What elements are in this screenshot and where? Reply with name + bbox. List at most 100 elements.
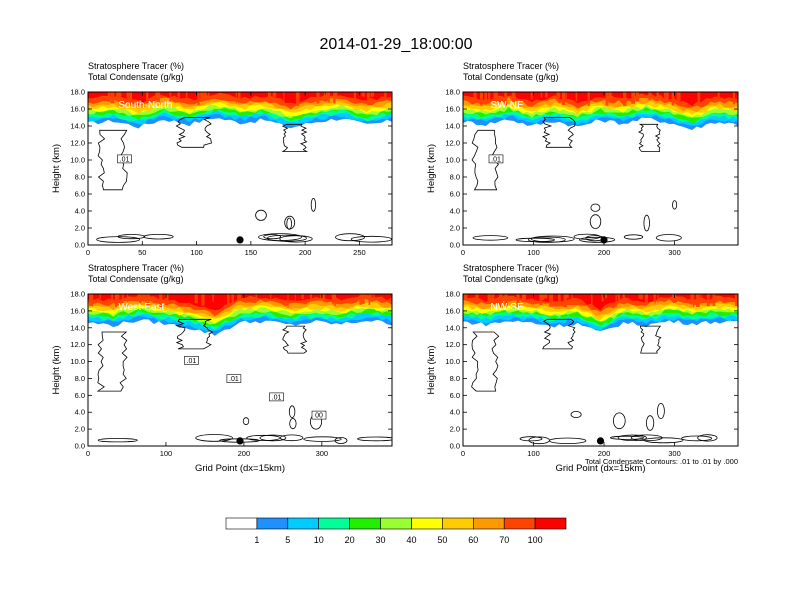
tracer-streak: [657, 294, 659, 303]
condensate-contour: [542, 117, 576, 148]
tracer-streak: [272, 92, 277, 98]
tracer-streak: [697, 92, 701, 104]
y-tick-label: 16.0: [445, 105, 460, 114]
colorbar-label: 10: [314, 535, 324, 545]
tracer-streak: [369, 294, 372, 300]
y-tick-label: 10.0: [445, 357, 460, 366]
tracer-streak: [370, 92, 375, 97]
condensate-contour: [645, 415, 655, 431]
figure-title: 2014-01-29_18:00:00: [319, 36, 472, 53]
tracer-streak: [575, 92, 578, 101]
colorbar-label: 70: [499, 535, 509, 545]
tracer-streak: [235, 92, 237, 104]
tracer-streak: [623, 92, 627, 106]
condensate-contour: [578, 236, 616, 243]
tracer-streak: [504, 294, 508, 306]
tracer-streak: [706, 294, 710, 307]
tracer-streak: [700, 294, 702, 302]
tracer-streak: [331, 294, 334, 304]
tracer-streak: [144, 294, 147, 303]
y-tick-label: 12.0: [445, 139, 460, 148]
colorbar-label: 1: [254, 535, 259, 545]
condensate-contour: [195, 434, 233, 442]
colorbar-swatch: [349, 517, 381, 530]
condensate-contour: [643, 437, 684, 444]
tracer-streak: [361, 92, 365, 97]
tracer-streak: [732, 92, 735, 105]
location-marker: [600, 236, 608, 244]
colorbar-swatch: [380, 517, 412, 530]
condensate-contour: [97, 129, 128, 191]
header-condensate: Total Condensate (g/kg): [463, 72, 559, 82]
tracer-streak: [511, 92, 516, 100]
contour-label: .01: [488, 154, 504, 163]
contour-label: .01: [226, 374, 242, 383]
tracer-streak: [499, 294, 503, 308]
y-tick-label: 16.0: [445, 306, 460, 315]
tracer-streak: [287, 294, 289, 308]
tracer-streak: [488, 294, 490, 303]
location-marker: [236, 236, 244, 244]
y-axis-label: Height (km): [51, 144, 62, 193]
colorbar-label: 5: [285, 535, 290, 545]
tracer-streak: [116, 92, 120, 98]
colorbar-label: 20: [345, 535, 355, 545]
y-tick-label: 12.0: [70, 139, 85, 148]
colorbar-swatch: [256, 517, 289, 530]
colorbar-swatch: [225, 517, 258, 530]
contour-label-box: [226, 374, 242, 383]
tracer-streak: [368, 294, 371, 305]
condensate-contour: [281, 123, 309, 152]
tracer-streak: [591, 294, 593, 305]
x-tick-label: 100: [190, 248, 203, 257]
y-tick-label: 10.0: [70, 357, 85, 366]
panel-west-east: .01 .01 .01 00 West-East Stratosphere Tracer …: [51, 263, 393, 474]
colorbar-swatch: [472, 517, 505, 530]
header-condensate: Total Condensate (g/kg): [463, 274, 559, 284]
tracer-streak: [116, 294, 120, 303]
tracer-streak: [203, 92, 207, 98]
y-tick-label: 0.0: [75, 442, 85, 451]
tracer-streak: [301, 294, 304, 300]
contour-label: 00: [311, 410, 327, 420]
x-tick-label: 0: [461, 449, 465, 458]
tracer-streak: [110, 92, 115, 104]
condensate-contour: [589, 214, 602, 229]
tracer-streak: [488, 92, 491, 104]
condensate-contour: [573, 233, 601, 240]
tracer-streak: [371, 294, 373, 300]
tracer-streak: [605, 92, 609, 106]
contour-label: .01: [117, 154, 132, 163]
x-axis-label: Grid Point (dx=15km): [195, 463, 285, 474]
tracer-streak: [608, 92, 612, 100]
tracer-streak: [543, 294, 548, 299]
colorbar-swatch: [318, 517, 350, 530]
tracer-streak: [672, 294, 676, 300]
tracer-streak: [114, 294, 117, 307]
tracer-streak: [156, 92, 160, 101]
x-tick-label: 300: [668, 449, 681, 458]
y-tick-label: 18.0: [445, 290, 460, 299]
y-tick-label: 10.0: [70, 156, 85, 165]
tracer-streak: [676, 92, 681, 103]
tracer-streak: [475, 294, 479, 301]
tracer-streak: [667, 92, 669, 103]
colorbar-swatch: [287, 517, 319, 530]
tracer-streak: [696, 294, 700, 307]
x-tick-label: 100: [527, 248, 540, 257]
condensate-contour: [609, 435, 645, 440]
tracer-streak: [146, 294, 150, 306]
tracer-streak: [712, 294, 716, 306]
colorbar-label: 50: [437, 535, 447, 545]
tracer-streak: [654, 294, 656, 304]
y-axis-label: Height (km): [426, 345, 437, 394]
x-tick-label: 200: [238, 449, 251, 458]
colorbar-label: 30: [375, 535, 385, 545]
tracer-streak: [485, 92, 487, 105]
condensate-contour: [96, 331, 128, 392]
condensate-contour: [542, 318, 576, 350]
tracer-streak: [99, 294, 101, 299]
tracer-streak: [270, 294, 272, 301]
x-tick-label: 0: [86, 248, 90, 257]
condensate-contour: [681, 435, 713, 442]
